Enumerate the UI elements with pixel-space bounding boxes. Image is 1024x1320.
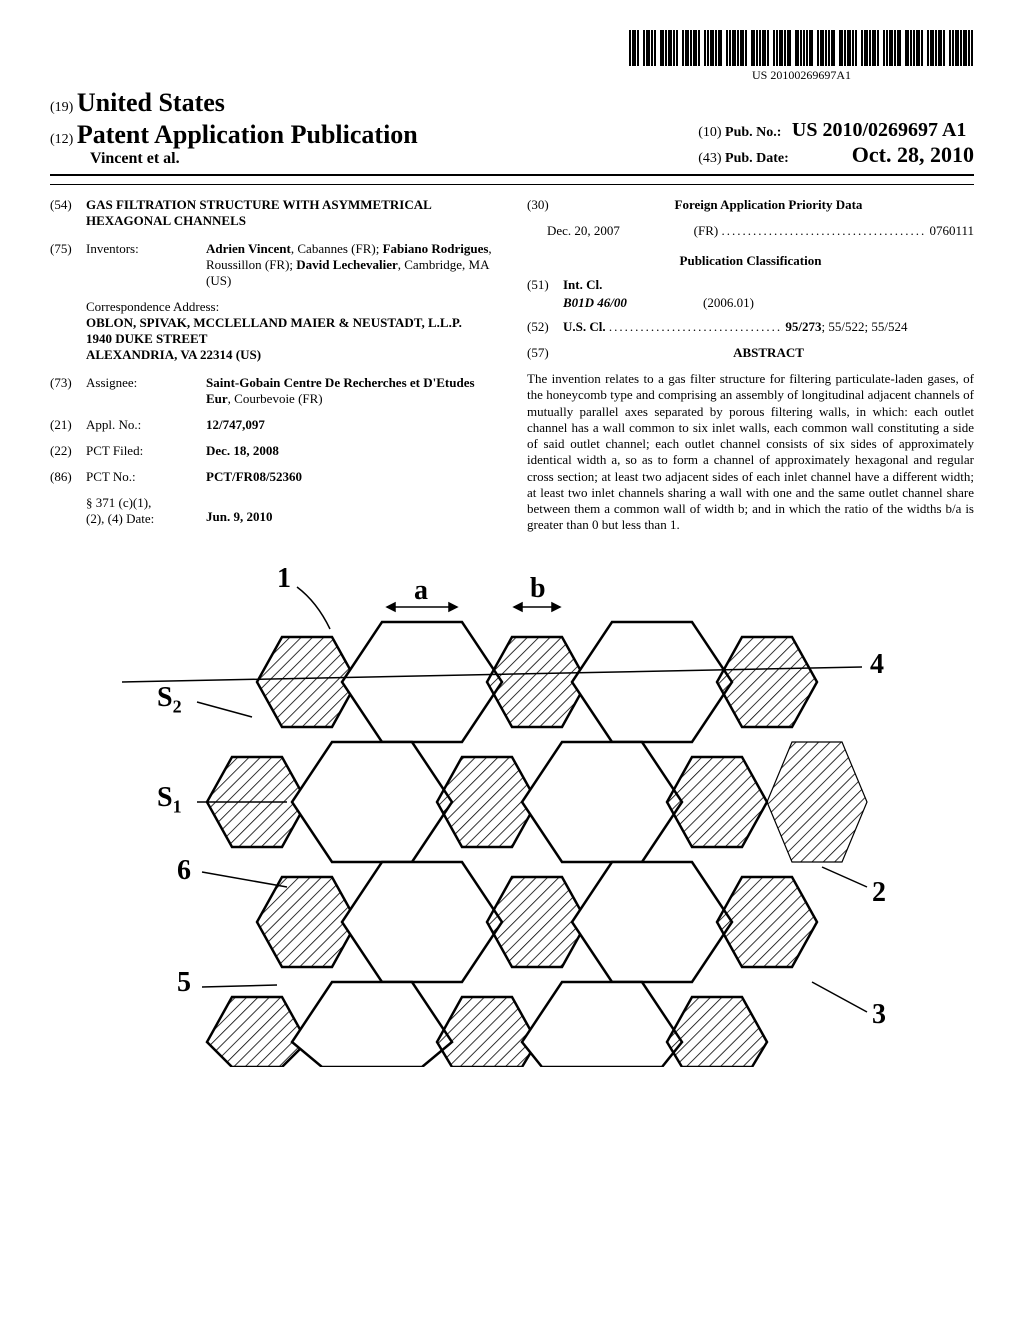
foreign-priority-label: Foreign Application Priority Data — [563, 197, 974, 213]
barcode-text: US 20100269697A1 — [629, 68, 974, 83]
inventors-num: (75) — [50, 241, 86, 257]
doc-type: Patent Application Publication — [77, 120, 418, 149]
pubno-label: Pub. No.: — [725, 125, 781, 140]
country-prefix: (19) — [50, 100, 73, 115]
s371-date: Jun. 9, 2010 — [206, 495, 497, 525]
fig-label-4: 4 — [870, 649, 884, 681]
intcl-label: Int. Cl. — [563, 277, 602, 293]
uscl-codes: 95/273; 55/522; 55/524 — [785, 319, 907, 334]
abstract-label: ABSTRACT — [563, 345, 974, 361]
pub-number: US 2010/0269697 A1 — [792, 119, 966, 141]
abstract-num: (57) — [527, 345, 563, 361]
title-num: (54) — [50, 197, 86, 213]
uscl-dots: ................................. — [609, 319, 782, 334]
invention-title: GAS FILTRATION STRUCTURE WITH ASYMMETRIC… — [86, 197, 497, 229]
foreign-appno: 0760111 — [929, 223, 974, 238]
assignee-num: (73) — [50, 375, 86, 391]
intcl-num: (51) — [527, 277, 563, 293]
inventors-label: Inventors: — [86, 241, 206, 257]
fig-label-s1: S1 — [157, 782, 182, 818]
pub-classification-label: Publication Classification — [527, 253, 974, 269]
pctfiled-label: PCT Filed: — [86, 443, 206, 459]
foreign-num: (30) — [527, 197, 563, 213]
fig-label-b: b — [530, 573, 546, 605]
pctno-num: (86) — [50, 469, 86, 485]
fig-label-1: 1 — [277, 563, 291, 595]
type-prefix: (12) — [50, 132, 73, 147]
assignee-name: Saint-Gobain Centre De Recherches et D'E… — [206, 375, 497, 407]
inventors-list: Adrien Vincent, Cabannes (FR); Fabiano R… — [206, 241, 497, 289]
intcl-year: (2006.01) — [703, 295, 754, 311]
s371-label: § 371 (c)(1), (2), (4) Date: — [86, 495, 206, 527]
pct-filed-date: Dec. 18, 2008 — [206, 443, 497, 459]
applno-label: Appl. No.: — [86, 417, 206, 433]
fig-label-a: a — [414, 575, 428, 607]
fig-label-6: 6 — [177, 855, 191, 887]
application-number: 12/747,097 — [206, 417, 497, 433]
pct-number: PCT/FR08/52360 — [206, 469, 497, 485]
foreign-date: Dec. 20, 2007 — [547, 223, 620, 239]
fig-label-5: 5 — [177, 967, 191, 999]
fig-label-3: 3 — [872, 999, 886, 1031]
fig-label-s2: S2 — [157, 682, 182, 718]
right-column: (30) Foreign Application Priority Data D… — [527, 197, 974, 537]
pctfiled-num: (22) — [50, 443, 86, 459]
fig-label-2: 2 — [872, 877, 886, 909]
left-column: (54) GAS FILTRATION STRUCTURE WITH ASYMM… — [50, 197, 497, 537]
uscl-label: U.S. Cl. — [563, 319, 606, 334]
foreign-country: (FR) — [694, 223, 719, 238]
uscl-num: (52) — [527, 319, 563, 335]
barcode-bars — [629, 30, 974, 66]
header-block: (19) United States (12) Patent Applicati… — [50, 88, 974, 176]
applno-num: (21) — [50, 417, 86, 433]
pubdate-label: Pub. Date: — [725, 151, 789, 166]
patent-figure: 1 a b 4 S2 S1 6 5 2 3 — [122, 567, 902, 1067]
barcode-region: US 20100269697A1 — [50, 30, 974, 84]
pubno-prefix: (10) — [698, 125, 721, 140]
country: United States — [77, 88, 225, 117]
correspondence-address: OBLON, SPIVAK, MCCLELLAND MAIER & NEUSTA… — [86, 315, 497, 363]
applicant-name: Vincent et al. — [50, 150, 418, 168]
correspondence-label: Correspondence Address: — [86, 299, 497, 315]
foreign-dots: ....................................... — [721, 223, 926, 238]
intcl-code: B01D 46/00 — [563, 295, 703, 311]
assignee-label: Assignee: — [86, 375, 206, 391]
pubdate-prefix: (43) — [698, 151, 721, 166]
pctno-label: PCT No.: — [86, 469, 206, 485]
pub-date: Oct. 28, 2010 — [852, 142, 974, 167]
divider — [50, 184, 974, 185]
abstract-text: The invention relates to a gas filter st… — [527, 371, 974, 534]
